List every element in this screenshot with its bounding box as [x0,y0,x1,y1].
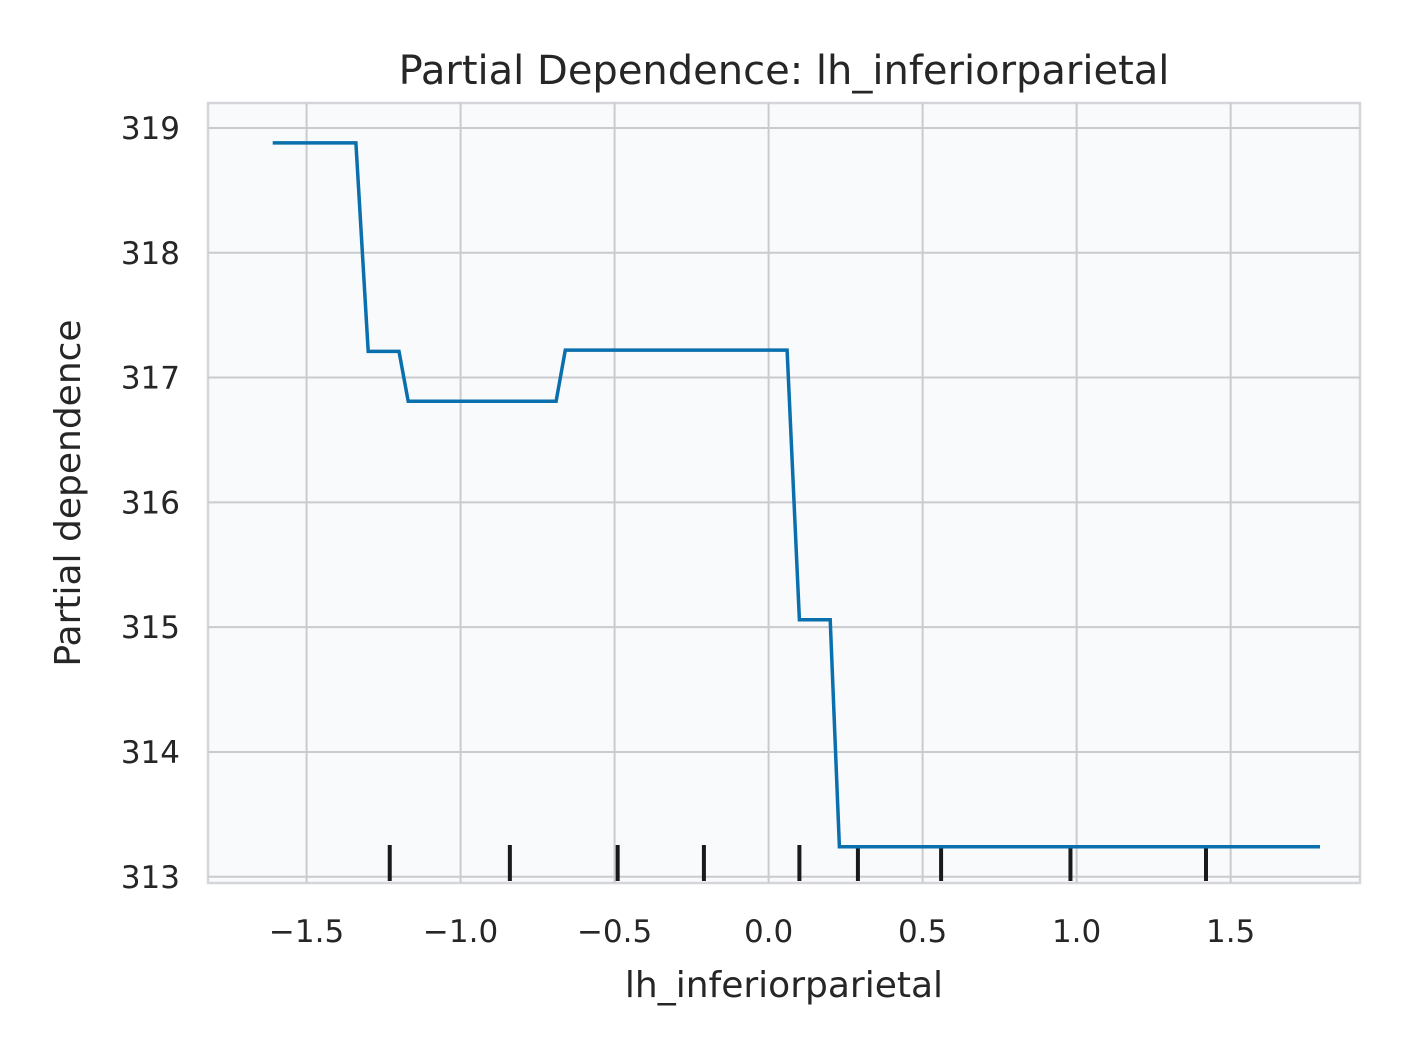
y-tick-label: 319 [121,111,180,147]
y-tick-label: 318 [121,236,180,272]
y-tick-labels: 313 314 315 316 317 318 319 [121,111,180,896]
chart-title: Partial Dependence: lh_inferiorparietal [399,48,1170,94]
rug-marks [387,845,1208,881]
y-tick-label: 314 [121,735,180,771]
grid-lines [208,103,1360,883]
x-tick-label: −1.5 [269,914,344,950]
y-tick-label: 315 [121,610,180,646]
x-tick-label: −1.0 [423,914,498,950]
y-tick-label: 317 [121,361,180,397]
x-tick-label: 1.0 [1052,914,1101,950]
plot-area [206,101,1362,885]
series-lines [272,141,1320,849]
x-tick-labels: −1.5 −1.0 −0.5 0.0 0.5 1.0 1.5 [269,914,1255,950]
x-tick-label: 1.5 [1206,914,1255,950]
y-tick-label: 313 [121,860,180,896]
x-tick-label: −0.5 [577,914,652,950]
pd-line [272,141,1320,849]
x-tick-label: 0.0 [744,914,793,950]
y-tick-label: 316 [121,485,180,521]
x-tick-label: 0.5 [898,914,947,950]
y-axis-label: Partial dependence [48,319,89,666]
x-axis-label: lh_inferiorparietal [625,965,943,1006]
